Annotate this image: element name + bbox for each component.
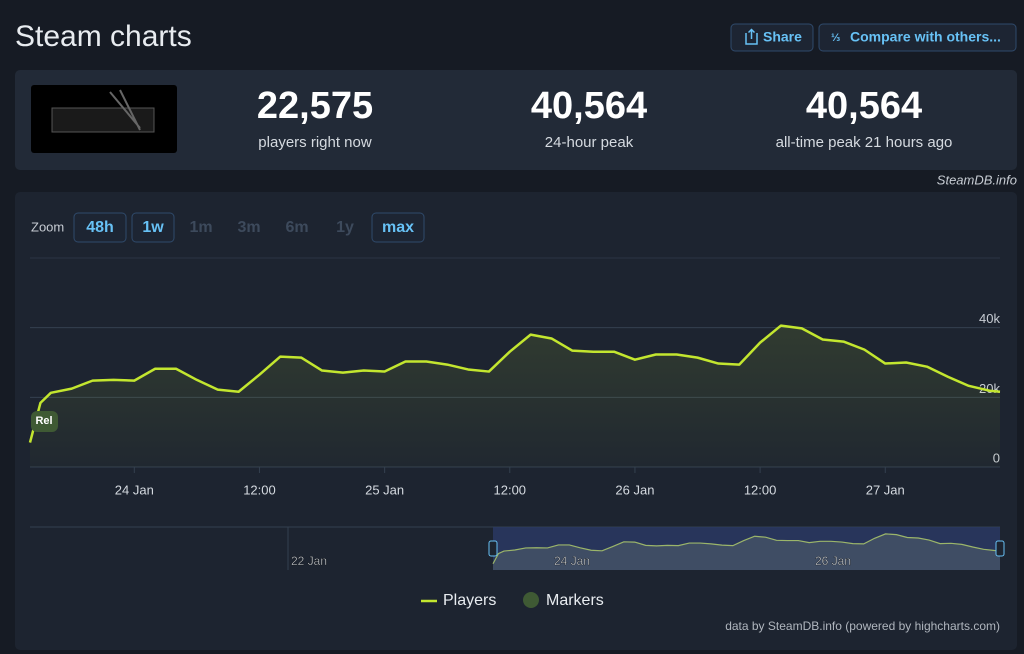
stat-label: 24-hour peak [545,134,634,151]
x-tick-label: 26 Jan [615,482,654,497]
zoom-label: Zoom [31,219,64,234]
zoom-button[interactable] [131,212,175,243]
stats-panel [15,70,1017,170]
zoom-button-label[interactable]: 1m [189,219,212,236]
navigator-handle [995,540,1005,557]
zoom-button[interactable] [73,212,127,243]
navigator-label: 22 Jan [291,554,327,568]
stat-label: players right now [258,134,372,151]
zoom-button-label[interactable]: 3m [237,219,260,236]
navigator-area [493,533,1000,570]
compare-label: Compare with others... [850,29,1001,45]
logo-art [51,107,155,133]
navigator-line [492,533,1001,565]
legend-label[interactable]: Markers [546,592,604,609]
navigator-handle [488,540,498,557]
stat-value: 22,575 [257,85,373,127]
stat-value: 40,564 [531,85,647,127]
credits: data by SteamDB.info (powered by highcha… [725,619,1000,633]
zoom-button-label[interactable]: 6m [285,219,308,236]
share-label: Share [763,29,802,45]
navigator-label: 26 Jan [815,554,851,568]
stat-value: 40,564 [806,85,922,127]
y-tick-label: 40k [979,311,1000,326]
zoom-button-label[interactable]: 48h [86,219,114,236]
watermark: SteamDB.info [937,172,1017,187]
zoom-button-label[interactable]: max [382,219,414,236]
logo-sword [109,89,141,131]
x-tick-label: 24 Jan [115,482,154,497]
share-icon [745,28,758,45]
navigator-label: 24 Jan [554,554,590,568]
page-title: Steam charts [15,20,192,53]
area [30,325,1000,467]
zoom-button-label[interactable]: 1y [336,219,354,236]
stat-label: all-time peak 21 hours ago [776,134,953,151]
compare-icon: ⅓ [831,32,840,44]
compare-button[interactable] [818,23,1017,52]
marker-label: Rel [35,415,52,427]
x-tick-label: 27 Jan [866,482,905,497]
x-tick-label: 25 Jan [365,482,404,497]
x-tick-label: 12:00 [243,482,276,497]
x-tick-label: 12:00 [494,482,527,497]
zoom-button[interactable] [371,212,425,243]
marker-flag [31,411,58,432]
legend-marker [523,592,539,608]
legend-label[interactable]: Players [443,592,496,609]
x-tick-label: 12:00 [744,482,777,497]
zoom-button-label[interactable]: 1w [142,219,164,236]
series-line [28,324,1001,443]
